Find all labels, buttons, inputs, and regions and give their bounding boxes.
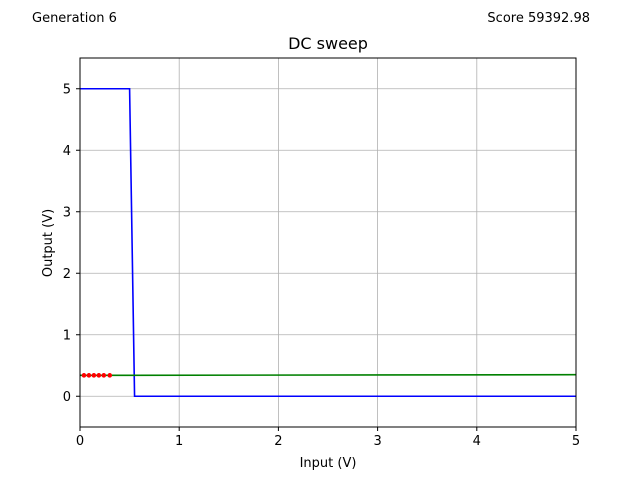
x-tick-label: 2 [274, 434, 282, 449]
y-tick-label: 0 [63, 390, 71, 405]
series-1-line [79, 373, 577, 377]
plot-frame [79, 57, 577, 428]
series-2-point [107, 373, 113, 378]
x-tick-label: 3 [373, 434, 381, 449]
plot-series [79, 87, 577, 398]
y-tick-label: 5 [63, 82, 71, 97]
series-2-point [101, 373, 107, 378]
grid-lines [79, 58, 577, 427]
chart-title: DC sweep [288, 34, 368, 53]
series-2-point [86, 373, 92, 378]
x-tick-label: 1 [175, 434, 183, 449]
series-2-point [96, 373, 102, 378]
series-2-point [91, 373, 97, 378]
axis-ticks: 0 1 2 3 4 5 0 1 2 3 4 5 [63, 82, 580, 449]
x-axis-label: Input (V) [300, 456, 357, 471]
x-tick-label: 4 [473, 434, 481, 449]
series-0-line [80, 87, 576, 398]
y-tick-label: 2 [63, 267, 71, 282]
series-2-point [81, 373, 87, 378]
x-tick-label: 0 [76, 434, 84, 449]
y-tick-label: 4 [63, 144, 71, 159]
score-label: Score 59392.98 [487, 11, 590, 26]
generation-label: Generation 6 [32, 11, 117, 26]
y-tick-label: 1 [63, 328, 71, 343]
y-axis-label: Output (V) [41, 209, 56, 277]
x-tick-label: 5 [572, 434, 580, 449]
y-tick-label: 3 [63, 205, 71, 220]
